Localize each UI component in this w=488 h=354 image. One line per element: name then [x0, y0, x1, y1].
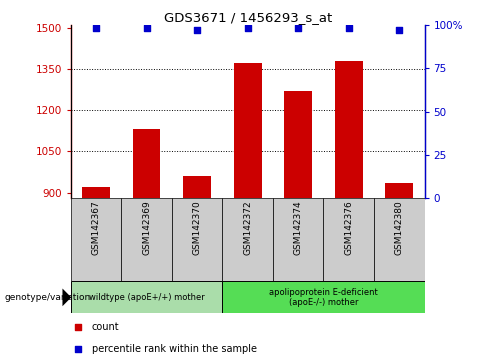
Bar [374, 198, 425, 281]
Bar [172, 198, 223, 281]
Bar [223, 281, 425, 313]
Text: genotype/variation: genotype/variation [5, 293, 91, 302]
Bar [183, 176, 211, 198]
Text: GSM142380: GSM142380 [395, 201, 404, 256]
Text: GSM142369: GSM142369 [142, 201, 151, 256]
Point [308, 46, 316, 51]
Text: count: count [92, 322, 120, 332]
Point [193, 27, 201, 33]
Bar [273, 198, 324, 281]
Bar [82, 187, 110, 198]
Point [294, 25, 302, 31]
Title: GDS3671 / 1456293_s_at: GDS3671 / 1456293_s_at [163, 11, 332, 24]
Text: GSM142370: GSM142370 [193, 201, 202, 256]
Bar [335, 61, 363, 198]
Point [92, 25, 100, 31]
Text: GSM142376: GSM142376 [344, 201, 353, 256]
Bar [133, 130, 161, 198]
Point [142, 25, 150, 31]
Bar [234, 63, 262, 198]
Bar [285, 91, 312, 198]
Bar [324, 198, 374, 281]
Bar [386, 183, 413, 198]
Text: percentile rank within the sample: percentile rank within the sample [92, 344, 257, 354]
Bar [122, 198, 172, 281]
Point [308, 239, 316, 244]
Bar [223, 198, 273, 281]
Text: GSM142374: GSM142374 [294, 201, 303, 255]
Text: GSM142372: GSM142372 [243, 201, 252, 255]
Point [244, 25, 252, 31]
Text: apolipoprotein E-deficient
(apoE-/-) mother: apolipoprotein E-deficient (apoE-/-) mot… [269, 288, 378, 307]
Text: wildtype (apoE+/+) mother: wildtype (apoE+/+) mother [89, 293, 204, 302]
Bar [71, 198, 122, 281]
Bar [71, 281, 223, 313]
Point [395, 27, 403, 33]
Text: GSM142367: GSM142367 [92, 201, 101, 256]
Point [345, 25, 353, 31]
